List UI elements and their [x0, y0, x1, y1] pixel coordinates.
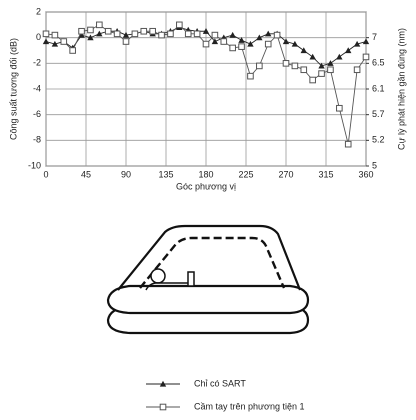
x-tick-label: 90 — [121, 169, 131, 179]
x-tick-label: 315 — [318, 169, 333, 179]
square-marker — [69, 47, 76, 54]
x-tick-label: 45 — [81, 169, 91, 179]
y-tick-label: -8 — [33, 135, 41, 145]
triangle-marker — [291, 40, 299, 47]
square-marker — [238, 43, 245, 50]
triangle-marker — [96, 30, 103, 37]
upper-tube — [106, 284, 310, 315]
square-marker — [300, 66, 308, 74]
triangle-marker — [336, 53, 343, 60]
square-marker — [60, 38, 68, 45]
triangle-marker — [282, 38, 290, 45]
triangle-marker — [78, 31, 85, 38]
y-tick-label: 2 — [36, 6, 41, 16]
y-tick-label: 0 — [36, 32, 41, 42]
x-tick-label: 225 — [238, 169, 253, 179]
square-marker — [256, 62, 263, 70]
square-marker — [327, 66, 334, 74]
triangle-marker — [309, 53, 316, 60]
square-marker — [202, 40, 210, 48]
square-marker — [309, 76, 316, 84]
triangle-marker — [42, 38, 50, 45]
triangle-marker — [238, 37, 245, 43]
y-axis-label: Công suất tương đối (dB) — [8, 38, 18, 140]
y2-tick-label: 5.2 — [372, 135, 385, 145]
triangle-marker — [229, 31, 236, 38]
square-marker — [149, 27, 156, 35]
y2-tick-label: 7 — [372, 32, 377, 42]
square-marker — [220, 38, 228, 45]
square-marker — [78, 27, 85, 35]
triangle-marker — [202, 28, 210, 34]
square-marker — [159, 403, 167, 411]
square-marker — [42, 30, 50, 38]
legend-label: Cầm tay trên phương tiện 1 — [194, 401, 304, 411]
square-marker — [184, 30, 192, 38]
sart-device — [187, 271, 195, 287]
square-marker — [193, 30, 201, 38]
square-marker — [51, 31, 59, 39]
x-tick-label: 135 — [158, 169, 173, 179]
square-marker — [264, 40, 272, 48]
square-marker — [344, 140, 352, 148]
x-axis-label: Góc phương vị — [176, 181, 236, 191]
y-tick-label: -2 — [33, 58, 41, 68]
x-tick-label: 360 — [358, 169, 373, 179]
triangle-marker — [87, 34, 94, 41]
square-marker — [229, 44, 236, 52]
triangle-marker — [211, 38, 219, 45]
triangle-marker — [345, 47, 352, 54]
canopy — [117, 224, 302, 291]
square-marker — [353, 66, 361, 74]
square-marker — [131, 30, 139, 38]
y2-tick-label: 6.5 — [372, 58, 385, 68]
square-marker — [167, 30, 174, 38]
legend-label: Chỉ có SART — [194, 378, 246, 388]
triangle-marker — [353, 40, 361, 47]
triangle-marker — [159, 380, 167, 387]
canopy-inner — [139, 236, 286, 289]
square-marker — [282, 60, 290, 67]
y2-axis-label: Cự lý phát hiện gần đúng (nm) — [396, 28, 406, 150]
triangle-marker — [247, 40, 254, 47]
square-marker — [211, 31, 219, 39]
square-marker — [362, 53, 370, 61]
square-marker — [96, 21, 103, 29]
square-marker — [273, 31, 281, 39]
square-marker — [291, 62, 299, 70]
x-tick-label: 270 — [278, 169, 293, 179]
square-marker — [104, 27, 112, 35]
x-tick-label: 180 — [198, 169, 213, 179]
square-marker — [176, 21, 183, 29]
triangle-marker — [318, 62, 325, 69]
y-tick-label: -10 — [28, 160, 41, 170]
triangle-marker — [51, 40, 59, 47]
triangle-marker — [300, 47, 307, 54]
square-marker — [122, 38, 130, 45]
triangle-marker — [256, 34, 263, 41]
triangle-marker — [122, 31, 130, 38]
y2-tick-label: 6.1 — [372, 83, 385, 93]
person-head — [150, 268, 166, 284]
triangle-marker — [265, 30, 272, 37]
raft-illustration — [106, 224, 310, 335]
triangle-marker — [327, 60, 334, 66]
x-tick-label: 0 — [43, 169, 48, 179]
square-marker — [113, 30, 121, 38]
y-tick-label: -4 — [33, 83, 41, 93]
square-marker — [87, 26, 94, 34]
square-marker — [318, 70, 325, 77]
person-arm — [145, 282, 190, 291]
square-marker — [158, 31, 165, 39]
square-marker — [247, 72, 254, 80]
triangle-marker — [362, 38, 370, 45]
square-marker — [336, 104, 343, 112]
square-marker — [140, 27, 148, 35]
y2-tick-label: 5 — [372, 160, 377, 170]
y-tick-label: -6 — [33, 109, 41, 119]
y2-tick-label: 5.7 — [372, 109, 385, 119]
